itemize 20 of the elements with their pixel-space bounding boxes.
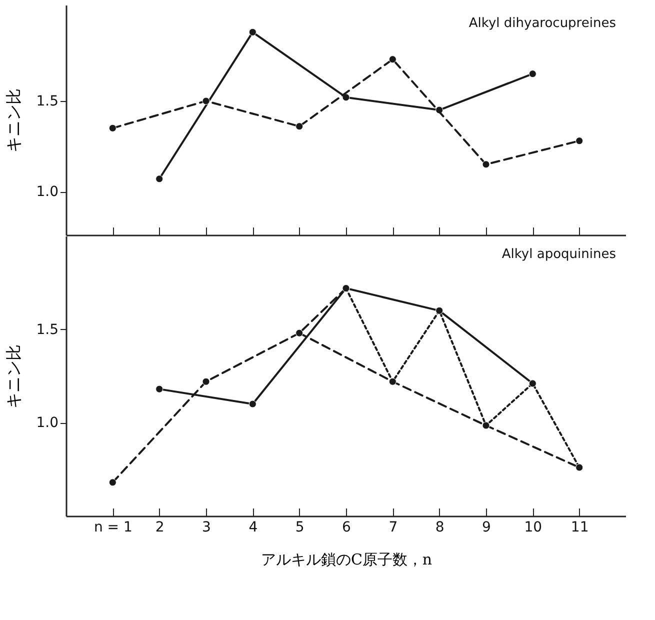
x-tick-label: 9: [482, 520, 491, 536]
y-axis-title: キニン比: [4, 344, 24, 408]
y-tick-label: 1.5: [36, 322, 58, 338]
annotation: Alkyl dihyarocupreines: [468, 16, 616, 31]
x-tick-label: 7: [388, 520, 398, 536]
x-tick-label: 2: [155, 520, 164, 536]
x-tick-label: 6: [342, 520, 352, 536]
x-tick-label: 5: [295, 520, 304, 536]
x-tick-label: 8: [435, 520, 444, 536]
x-tick-label: 11: [570, 520, 589, 536]
x-tick-label: 3: [202, 520, 211, 536]
x-tick-label: n = 1: [94, 520, 132, 536]
annotation: Alkyl apoquinines: [502, 247, 616, 262]
y-tick-label: 1.0: [36, 184, 58, 200]
x-tick-label: 10: [524, 520, 542, 536]
y-axis-title: キニン比: [4, 88, 24, 152]
x-axis-title: アルキル鎖のC原子数，n: [260, 550, 432, 568]
y-tick-label: 1.0: [36, 415, 58, 432]
x-tick-label: 4: [248, 520, 258, 536]
y-tick-label: 1.5: [36, 93, 58, 110]
